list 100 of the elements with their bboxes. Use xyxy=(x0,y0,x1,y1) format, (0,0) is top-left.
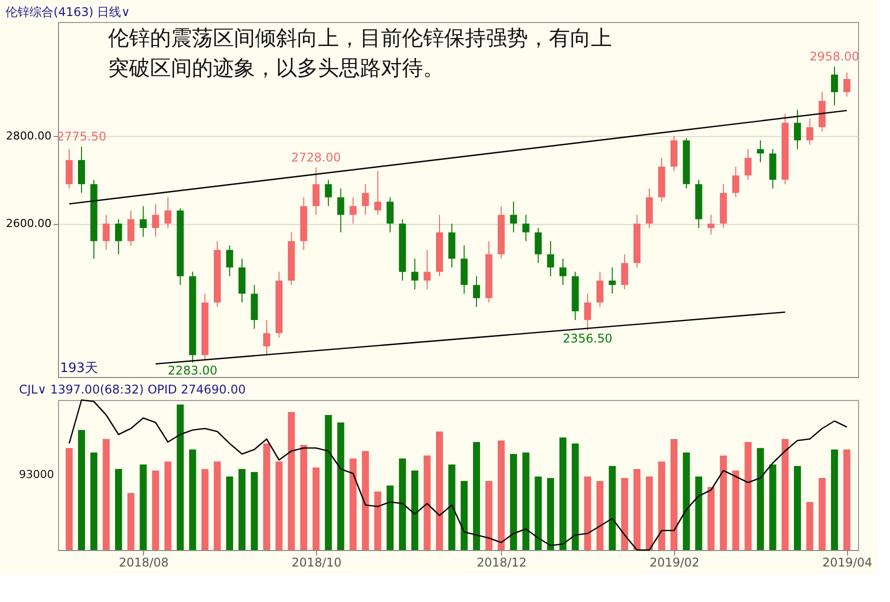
candlestick xyxy=(386,196,394,233)
candlestick xyxy=(152,203,160,238)
bar xyxy=(250,472,258,550)
bar xyxy=(102,439,110,550)
bar xyxy=(522,452,530,550)
bar xyxy=(152,470,160,550)
bar xyxy=(682,452,690,550)
bar xyxy=(633,469,640,550)
bar xyxy=(350,458,357,550)
candlestick xyxy=(362,184,369,216)
candlestick xyxy=(843,72,850,98)
bar xyxy=(312,468,320,550)
chart-title: 伦锌综合(4163) 日线∨ xyxy=(6,5,130,19)
bar xyxy=(621,478,628,550)
bar xyxy=(238,469,246,550)
bar xyxy=(806,502,814,550)
bar xyxy=(658,462,666,550)
candlestick xyxy=(608,266,616,294)
bar xyxy=(374,492,382,550)
candlestick xyxy=(127,210,134,246)
bar xyxy=(485,481,492,550)
candlestick xyxy=(324,179,332,207)
candlestick xyxy=(547,240,554,277)
bar xyxy=(337,422,344,550)
candlestick xyxy=(411,258,418,290)
candlestick xyxy=(534,227,542,264)
x-tick-label: 2019/02 xyxy=(650,556,700,570)
bar xyxy=(140,464,147,550)
bar xyxy=(720,456,727,550)
annotation: 193天 xyxy=(60,361,98,376)
bar xyxy=(732,470,740,550)
bar xyxy=(695,476,702,550)
text: 93000 xyxy=(19,468,54,481)
bar xyxy=(498,440,505,550)
bar xyxy=(460,481,468,550)
bar xyxy=(226,476,234,550)
bar xyxy=(448,464,456,550)
bar xyxy=(214,462,221,550)
bar xyxy=(843,450,850,550)
y-tick-label: 2600.00 xyxy=(6,217,52,230)
x-tick-label: 2018/12 xyxy=(476,556,527,570)
bar xyxy=(818,478,826,550)
bar xyxy=(90,452,98,550)
x-tick-label: 2018/10 xyxy=(292,556,342,570)
bar xyxy=(398,458,406,550)
bar xyxy=(534,476,542,550)
bar xyxy=(78,430,86,550)
candlestick xyxy=(522,214,530,242)
bar xyxy=(189,450,196,550)
candlestick xyxy=(164,196,172,228)
bar xyxy=(276,462,283,550)
candlestick xyxy=(350,196,357,224)
annotation: 2283.00 xyxy=(168,364,218,378)
bar xyxy=(386,486,394,550)
candlestick xyxy=(584,293,592,331)
bar xyxy=(584,476,592,550)
candlestick xyxy=(708,214,715,236)
bar xyxy=(744,442,752,550)
bar xyxy=(288,412,295,550)
candlestick xyxy=(559,258,566,286)
bar xyxy=(794,466,801,550)
candlestick xyxy=(473,276,480,308)
x-tick-label: 2018/08 xyxy=(118,556,169,570)
bar xyxy=(300,445,308,550)
chart-title: CJL∨ 1397.00(68:32) OPID 274690.00 xyxy=(19,382,246,396)
candlestick xyxy=(621,254,628,290)
bar xyxy=(670,439,678,550)
candlestick xyxy=(756,140,764,163)
bar xyxy=(596,481,604,550)
candlestick xyxy=(424,249,431,290)
bar xyxy=(66,448,73,550)
bar xyxy=(756,448,764,550)
bar xyxy=(127,493,134,550)
bar xyxy=(559,438,566,550)
bar xyxy=(769,464,776,550)
candlestick xyxy=(140,206,147,238)
bar xyxy=(411,470,418,550)
candlestick xyxy=(337,188,344,233)
bar xyxy=(164,462,172,550)
bar xyxy=(830,450,838,550)
bar xyxy=(708,487,715,550)
candlestick xyxy=(744,148,752,180)
bar xyxy=(473,442,480,550)
bar xyxy=(362,451,369,550)
bar xyxy=(547,478,554,550)
bar xyxy=(176,404,184,550)
annotation: 伦锌的震荡区间倾斜向上，目前伦锌保持强势，有向上突破区间的迹象，以多头思路对待。 xyxy=(108,26,612,80)
candlestick xyxy=(510,201,518,233)
bar xyxy=(436,432,443,550)
bar xyxy=(263,444,270,550)
annotation: 2356.50 xyxy=(562,331,612,346)
y-tick-label: 2800.00 xyxy=(6,129,52,142)
candlestick xyxy=(596,271,604,308)
bar xyxy=(646,476,653,550)
candlestick xyxy=(312,167,320,216)
bar xyxy=(782,439,789,550)
x-tick-label: 2019/04 xyxy=(822,556,872,570)
annotation: 2728.00 xyxy=(291,150,341,165)
candlestick xyxy=(794,109,801,150)
candlestick xyxy=(374,170,382,216)
